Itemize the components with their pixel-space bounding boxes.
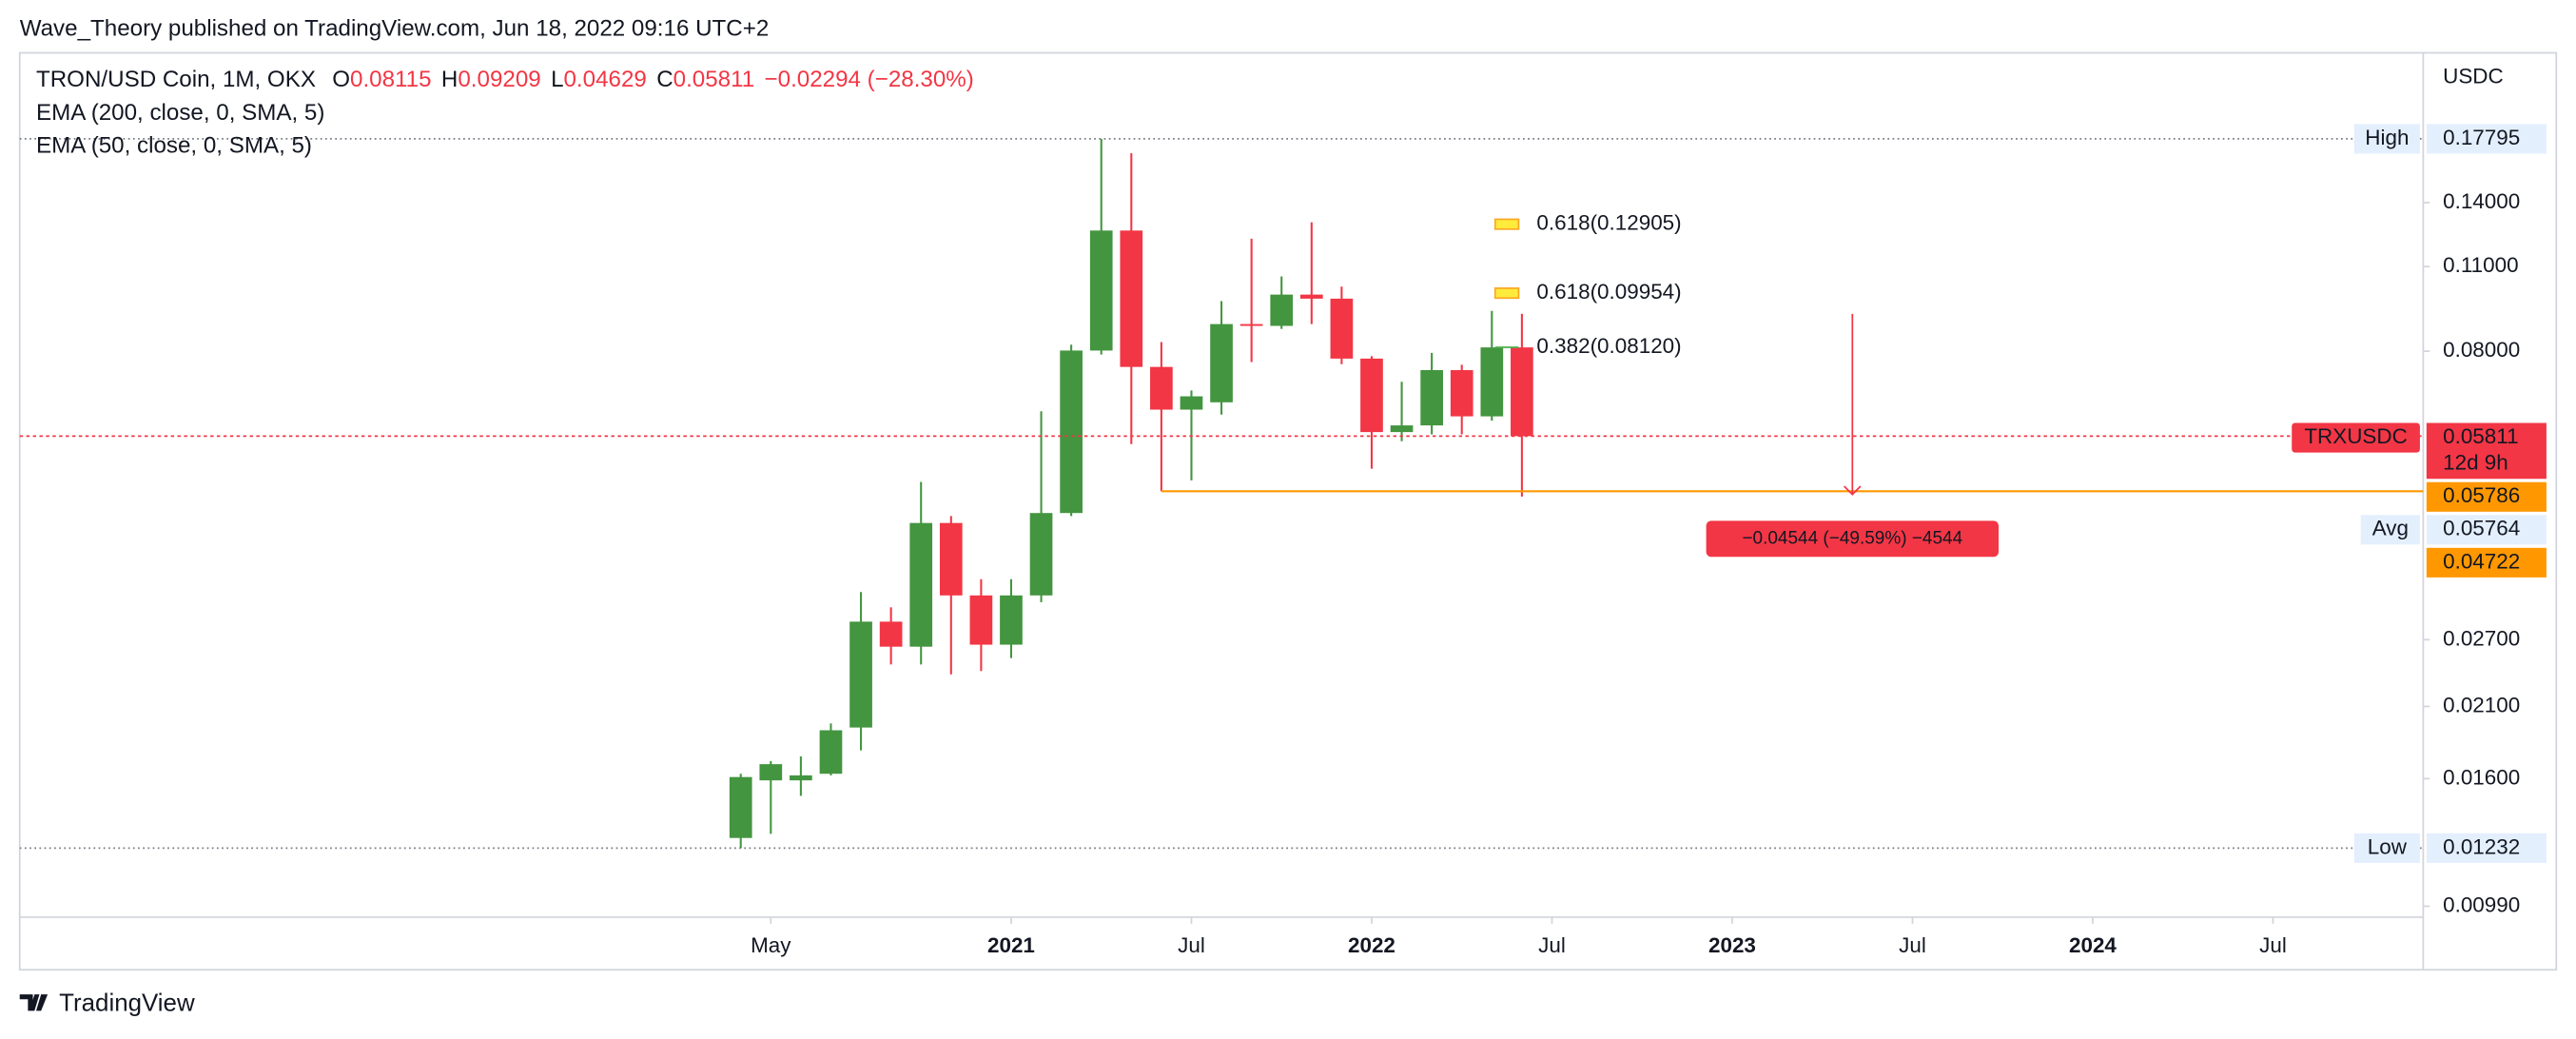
legend-key: C — [656, 67, 673, 92]
price-badge-value: 0.05811 — [2443, 424, 2518, 448]
candle-body — [879, 621, 903, 647]
x-tick-label: Jul — [1538, 933, 1566, 957]
candle-body — [1511, 347, 1533, 437]
y-tick-label: 0.02100 — [2443, 693, 2520, 716]
candle-body — [1330, 298, 1354, 359]
candle-body — [1390, 425, 1414, 433]
x-tick-label: 2024 — [2069, 933, 2117, 957]
fib-marker — [1493, 218, 1520, 230]
candle-body — [1089, 230, 1113, 351]
candle-body — [909, 522, 933, 647]
logo-icon — [19, 994, 49, 1011]
candle-body — [819, 730, 843, 774]
candle-body — [1299, 294, 1323, 299]
footer-text: TradingView — [59, 990, 195, 1016]
high-value-bg — [2426, 124, 2547, 154]
fib-label: 0.382(0.08120) — [1536, 334, 1681, 358]
high-label: High — [2365, 126, 2409, 149]
x-tick-label: Jul — [2259, 933, 2287, 957]
candle-body — [1360, 358, 1383, 433]
price-label-tag: Avg — [2372, 517, 2409, 540]
price-badge-countdown: 12d 9h — [2443, 451, 2508, 475]
y-tick-label: 0.08000 — [2443, 338, 2520, 362]
candle-body — [1420, 369, 1443, 426]
high-label-bg — [2353, 124, 2420, 154]
candle-body — [939, 522, 963, 596]
price-label-value: 0.05786 — [2443, 483, 2520, 507]
candle-body — [759, 764, 783, 781]
y-tick-label: 0.01600 — [2443, 765, 2520, 789]
legend-key: H — [441, 67, 458, 92]
low-value: 0.01232 — [2443, 834, 2520, 858]
y-tick-label: 0.02700 — [2443, 626, 2520, 650]
measure-label: −0.04544 (−49.59%) −4544 — [1742, 528, 1962, 548]
footer-logo: TradingView — [19, 990, 195, 1016]
y-tick-label: 0.14000 — [2443, 189, 2520, 213]
candle-body — [1180, 396, 1203, 410]
legend-key: L — [551, 67, 563, 92]
y-tick-label: 0.11000 — [2443, 253, 2518, 277]
symbol-badge: TRXUSDC — [2304, 424, 2407, 448]
candle-body — [1239, 323, 1263, 326]
candle-body — [1150, 366, 1173, 410]
fib-label: 0.618(0.09954) — [1536, 280, 1681, 304]
legend-value: 0.05811 — [673, 67, 755, 92]
legend-value: 0.08115 — [350, 67, 432, 92]
fib-marker — [1493, 287, 1520, 300]
candle-body — [729, 776, 752, 838]
price-label-bg — [2426, 481, 2547, 512]
candle-body — [969, 595, 993, 645]
candle-body — [1000, 595, 1023, 645]
price-badge-bg — [2426, 422, 2547, 480]
y-tick-label: 0.00990 — [2443, 892, 2520, 916]
fib-label: 0.618(0.12905) — [1536, 211, 1681, 235]
candle-body — [1270, 294, 1294, 326]
legend-change: −0.02294 (−28.30%) — [765, 67, 974, 92]
legend-symbol: TRON/USD Coin, 1M, OKX — [36, 67, 316, 92]
measure-label-bg — [1706, 520, 2000, 558]
candle-body — [1060, 350, 1083, 514]
low-value-bg — [2426, 833, 2547, 863]
symbol-badge-bg — [2292, 422, 2420, 453]
x-tick-label: 2023 — [1708, 933, 1756, 957]
price-label-tag-bg — [2360, 515, 2420, 545]
low-label: Low — [2368, 834, 2408, 858]
candle-body — [1450, 369, 1473, 417]
x-tick-label: Jul — [1899, 933, 1926, 957]
candle-body — [849, 621, 872, 728]
candle-body — [1210, 323, 1233, 402]
price-label-value: 0.04722 — [2443, 549, 2520, 573]
candle-body — [1480, 347, 1504, 417]
legend-key: O — [332, 67, 350, 92]
candle-body — [1120, 230, 1143, 367]
high-value: 0.17795 — [2443, 126, 2520, 149]
x-tick-label: 2021 — [987, 933, 1035, 957]
chart-frame — [18, 51, 2558, 971]
measure-arrowhead — [1844, 485, 1862, 496]
legend-value: 0.09209 — [458, 67, 540, 92]
x-tick-label: Jul — [1178, 933, 1205, 957]
price-label-bg — [2426, 547, 2547, 578]
candle-body — [790, 774, 812, 781]
low-label-bg — [2353, 833, 2420, 863]
price-label-bg — [2426, 515, 2547, 545]
price-label-value: 0.05764 — [2443, 517, 2520, 540]
legend-indicator: EMA (200, close, 0, SMA, 5) — [36, 100, 324, 126]
legend-ohlc: TRON/USD Coin, 1M, OKX O0.08115 H0.09209 L0… — [36, 67, 974, 92]
y-unit: USDC — [2443, 64, 2504, 88]
x-tick-label: May — [751, 933, 791, 957]
publish-header: Wave_Theory published on TradingView.com… — [20, 16, 770, 42]
candle-body — [1029, 513, 1053, 596]
legend-indicator: EMA (50, close, 0, SMA, 5) — [36, 132, 312, 158]
x-tick-label: 2022 — [1348, 933, 1395, 957]
legend-value: 0.04629 — [564, 67, 647, 92]
